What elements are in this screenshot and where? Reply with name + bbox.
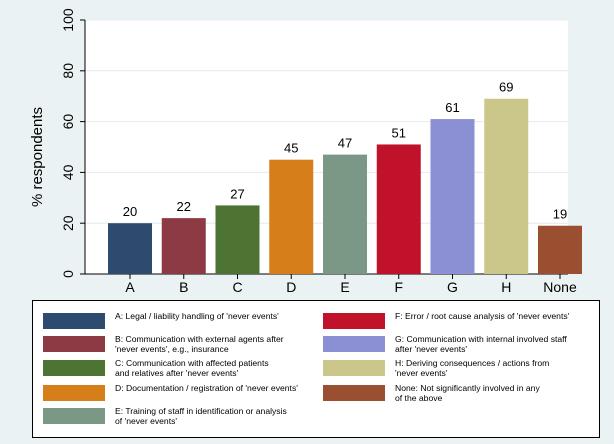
bar-g	[430, 119, 475, 274]
bar-d	[269, 159, 314, 274]
legend-item-e: E: Training of staff in identification o…	[43, 406, 305, 426]
legend-swatch-e	[43, 408, 105, 424]
legend-label-h: H: Deriving consequences / actions from …	[395, 358, 550, 378]
value-label-none: 19	[553, 207, 567, 222]
legend-item-g: G: Communication with internal involved …	[323, 334, 585, 354]
legend-swatch-f	[323, 313, 385, 329]
legend-swatch-d	[43, 385, 105, 401]
bar-chart: 0 20 40 60 80 100 % respondents 20 A 22 B 27 C 45 D 47 E…	[29, 8, 582, 295]
x-tick-label-none: None	[543, 279, 577, 295]
legend: A: Legal / liability handling of 'never …	[32, 300, 600, 438]
x-tick-label-c: C	[232, 279, 242, 295]
value-label-c: 27	[230, 186, 244, 201]
x-tick-label-e: E	[340, 279, 349, 295]
value-label-e: 47	[338, 136, 352, 151]
x-tick-label-f: F	[394, 279, 403, 295]
legend-label-f: F: Error / root cause analysis of 'never…	[395, 311, 570, 321]
x-tick-label-b: B	[179, 279, 188, 295]
value-label-b: 22	[177, 199, 191, 214]
chart-canvas: 0 20 40 60 80 100 % respondents 20 A 22 B 27 C 45 D 47 E…	[29, 8, 582, 295]
bar-h	[484, 98, 529, 275]
legend-label-g: G: Communication with internal involved …	[395, 334, 567, 354]
value-label-g: 61	[445, 100, 459, 115]
legend-swatch-g	[323, 336, 385, 352]
legend-item-h: H: Deriving consequences / actions from …	[323, 358, 585, 378]
y-tick-label-0: 0	[60, 270, 76, 278]
bar-c	[215, 205, 260, 274]
legend-swatch-b	[43, 336, 105, 352]
legend-swatch-a	[43, 313, 105, 329]
legend-label-e: E: Training of staff in identification o…	[115, 406, 287, 426]
bar-none	[538, 225, 582, 274]
legend-item-none: None: Not significantly involved in any …	[323, 383, 585, 403]
value-label-a: 20	[123, 204, 137, 219]
legend-item-a: A: Legal / liability handling of 'never …	[43, 311, 305, 329]
legend-label-none: None: Not significantly involved in any …	[395, 383, 540, 403]
legend-swatch-c	[43, 360, 105, 376]
value-label-h: 69	[499, 80, 513, 95]
x-tick-label-h: H	[501, 279, 511, 295]
legend-label-c: C: Communication with affected patients …	[115, 358, 269, 378]
y-tick-label-20: 20	[60, 215, 76, 231]
legend-label-b: B: Communication with external agents af…	[115, 334, 284, 354]
bar-e	[323, 154, 367, 274]
x-tick-label-g: G	[447, 279, 458, 295]
y-tick-label-80: 80	[60, 63, 76, 79]
legend-item-d: D: Documentation / registration of 'neve…	[43, 383, 305, 401]
y-axis-title: % respondents	[29, 107, 46, 207]
legend-label-a: A: Legal / liability handling of 'never …	[115, 311, 279, 321]
legend-swatch-h	[323, 360, 385, 376]
legend-item-c: C: Communication with affected patients …	[43, 358, 305, 378]
y-tick-label-40: 40	[60, 164, 76, 180]
legend-swatch-none	[323, 385, 385, 401]
bar-f	[376, 144, 421, 274]
value-label-d: 45	[284, 141, 298, 156]
y-tick-label-60: 60	[60, 114, 76, 130]
x-tick-label-d: D	[286, 279, 296, 295]
legend-item-f: F: Error / root cause analysis of 'never…	[323, 311, 585, 329]
value-label-f: 51	[392, 125, 406, 140]
bar-a	[108, 223, 152, 274]
bar-b	[161, 218, 206, 274]
x-tick-label-a: A	[125, 279, 135, 295]
legend-label-d: D: Documentation / registration of 'neve…	[115, 383, 298, 393]
legend-item-b: B: Communication with external agents af…	[43, 334, 305, 354]
y-tick-label-100: 100	[60, 8, 76, 32]
